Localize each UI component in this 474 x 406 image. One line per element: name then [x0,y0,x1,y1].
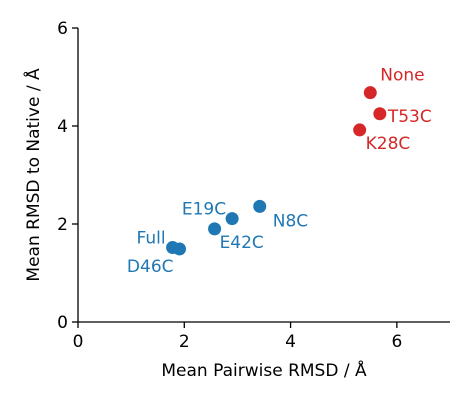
x-axis-label: Mean Pairwise RMSD / Å [161,359,367,381]
point-label-none: None [380,66,424,86]
x-axis-ticks: 0 2 4 6 [73,322,402,352]
point-labels: None T53C K28C N8C E19C E42C Full D46C [127,66,432,277]
data-point-t53c [373,107,387,121]
y-tick-label: 6 [57,19,68,39]
y-tick-label: 4 [57,117,68,137]
point-label-k28c: K28C [366,134,411,154]
point-label-full: Full [137,229,166,249]
axes-spines [77,28,450,323]
data-points [166,86,387,256]
data-point-e19c [225,212,239,226]
x-tick-label: 4 [285,332,296,352]
y-axis-ticks: 0 2 4 6 [57,19,78,333]
y-tick-label: 0 [57,313,68,333]
point-label-d46c: D46C [127,257,174,277]
data-point-k28c [353,123,367,137]
x-tick-label: 6 [391,332,402,352]
y-tick-label: 2 [57,215,68,235]
point-label-e42c: E42C [220,233,264,253]
point-label-e19c: E19C [182,200,226,220]
point-label-t53c: T53C [387,107,432,127]
data-point-none [363,86,377,100]
x-tick-label: 0 [73,332,84,352]
x-tick-label: 2 [179,332,190,352]
data-point-d46c [173,242,187,256]
y-axis-label: Mean RMSD to Native / Å [22,68,44,282]
point-label-n8c: N8C [273,211,308,231]
data-point-n8c [253,199,267,213]
data-point-e42c [208,222,222,236]
